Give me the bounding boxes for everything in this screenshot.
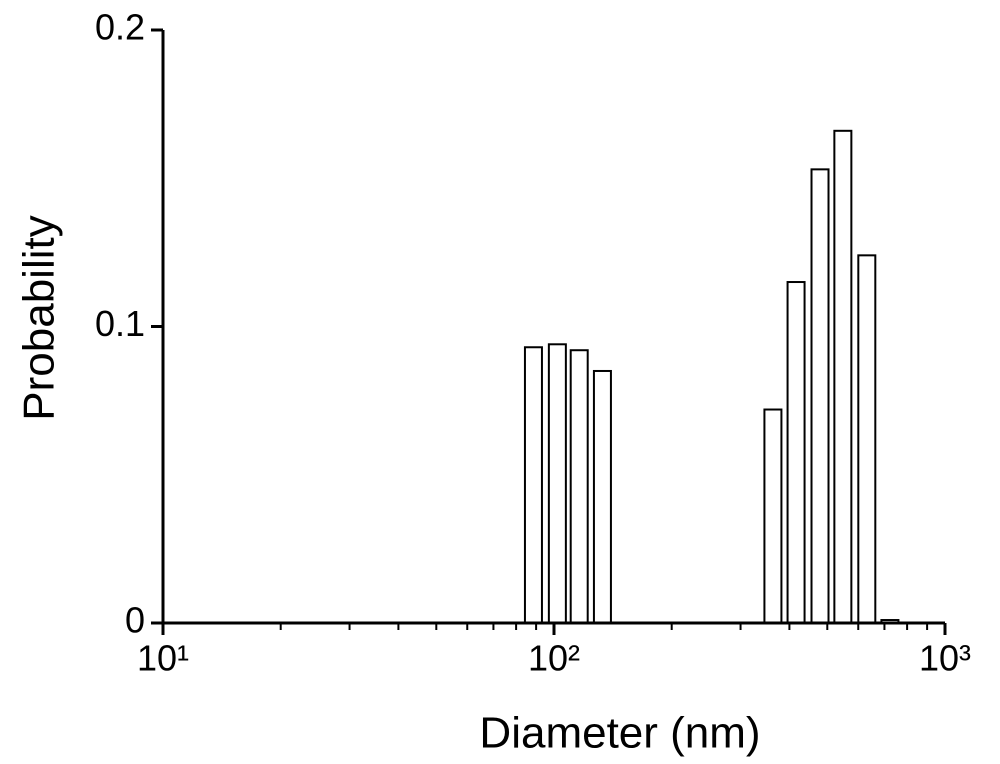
x-tick-label: 10² — [528, 638, 580, 679]
bar — [592, 369, 612, 624]
bar — [523, 346, 543, 624]
y-tick-label: 0 — [125, 600, 145, 641]
y-axis-label: Probability — [15, 215, 64, 420]
bar — [833, 129, 853, 624]
bar — [547, 343, 567, 624]
y-tick-label: 0.1 — [95, 303, 145, 344]
x-axis-label: Diameter (nm) — [479, 709, 760, 758]
x-tick-label: 10¹ — [137, 638, 189, 679]
bar — [569, 349, 589, 624]
x-tick-label: 10³ — [919, 638, 971, 679]
bar — [857, 254, 877, 624]
y-tick-label: 0.2 — [95, 7, 145, 48]
bar — [763, 408, 783, 624]
bar — [810, 168, 830, 624]
bar — [786, 281, 806, 624]
